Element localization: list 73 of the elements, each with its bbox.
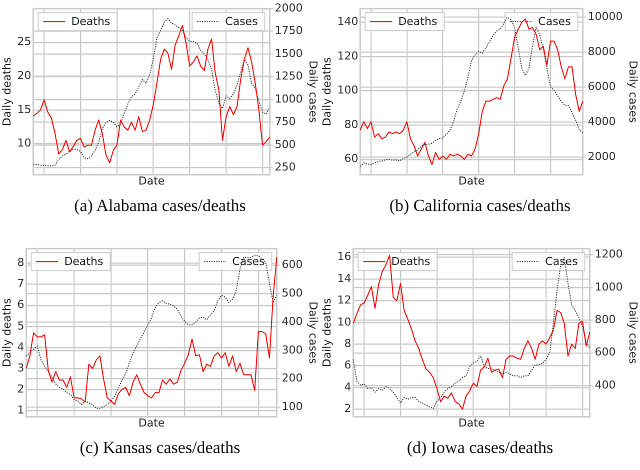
y2-tick-label: 1000	[594, 280, 623, 294]
y-tick-label: 6	[17, 298, 24, 312]
y-tick-label: 80	[344, 118, 358, 131]
y-axis-title: Daily deaths	[320, 57, 334, 126]
y-tick-label: 100	[337, 84, 358, 97]
y2-tick-label: 400	[282, 314, 303, 328]
y-tick-label: 120	[337, 49, 358, 62]
y2-tick-label: 8000	[588, 45, 616, 58]
y-tick-label: 10	[337, 315, 352, 328]
legend-label: Deaths	[71, 14, 110, 28]
y2-tick-label: 400	[594, 378, 616, 392]
y-tick-label: 16	[337, 250, 352, 264]
y-tick-label: 2	[344, 402, 352, 416]
y-tick-label: 8	[17, 256, 24, 270]
y-tick-label: 2	[17, 382, 24, 396]
legend-label: Deaths	[64, 254, 104, 268]
y-tick-label: 7	[17, 277, 24, 290]
y2-tick-label: 250	[274, 160, 296, 174]
y2-tick-label: 1500	[274, 46, 303, 60]
y2-tick-label: 1000	[274, 92, 303, 106]
y-axis-title: Daily deaths	[0, 57, 14, 126]
y-tick-label: 25	[17, 35, 32, 48]
y-tick-label: 4	[344, 380, 352, 394]
y-tick-label: 12	[337, 294, 352, 307]
y2-tick-label: 2000	[588, 150, 616, 164]
text: (c) Kansas cases/deaths	[78, 438, 242, 458]
x-axis-title: Date	[458, 174, 485, 188]
y-tick-label: 6	[344, 358, 352, 372]
y2-tick-label: 300	[282, 343, 303, 356]
y-tick-label: 4	[17, 340, 24, 354]
y-axis-title: Daily deaths	[0, 298, 14, 368]
y2-tick-label: 1750	[274, 24, 303, 38]
y-tick-label: 8	[344, 336, 352, 350]
y2-tick-label: 4000	[588, 115, 616, 128]
legend-label: Cases	[538, 14, 572, 28]
y-tick-label: 60	[344, 152, 358, 166]
y2-tick-label: 1200	[594, 248, 623, 261]
y2-tick-label: 10000	[588, 10, 623, 24]
y2-tick-label: 100	[282, 400, 303, 414]
y2-tick-label: 750	[274, 115, 296, 128]
legend-label: Cases	[545, 254, 578, 268]
y-tick-label: 1	[17, 403, 24, 416]
y-tick-label: 5	[17, 319, 24, 332]
x-axis-title: Date	[138, 416, 165, 430]
x-axis-title: Date	[138, 174, 165, 188]
text: (a) Alabama cases/deaths	[73, 196, 247, 216]
y2-tick-label: 200	[282, 372, 303, 385]
legend-label: Cases	[225, 14, 258, 28]
y-tick-label: 3	[17, 361, 24, 374]
y2-tick-label: 500	[274, 138, 296, 151]
y2-tick-label: 800	[594, 313, 616, 326]
y-tick-label: 15	[17, 102, 32, 116]
text: (d) Iowa cases/deaths	[406, 438, 554, 458]
y2-tick-label: 500	[282, 286, 303, 300]
y2-tick-label: 6000	[588, 80, 616, 94]
y-tick-label: 20	[17, 69, 32, 82]
text: (b) California cases/deaths	[388, 196, 572, 216]
y2-axis-title: Daily cases	[626, 60, 640, 124]
y-tick-label: 140	[337, 15, 358, 28]
y2-axis-title: Daily cases	[306, 60, 320, 124]
y2-axis-title: Daily cases	[626, 302, 640, 364]
y2-axis-title: Daily cases	[306, 302, 320, 364]
y-tick-label: 14	[337, 272, 352, 285]
y2-tick-label: 2000	[274, 1, 303, 14]
y-axis-title: Daily deaths	[320, 298, 334, 368]
y2-tick-label: 1250	[274, 70, 303, 83]
y2-tick-label: 600	[282, 258, 303, 272]
legend-label: Cases	[232, 254, 266, 268]
y2-tick-label: 600	[594, 346, 616, 359]
x-axis-title: Date	[458, 416, 485, 430]
legend-label: Deaths	[398, 14, 438, 28]
y-tick-label: 10	[17, 136, 32, 150]
legend-label: Deaths	[391, 254, 430, 268]
